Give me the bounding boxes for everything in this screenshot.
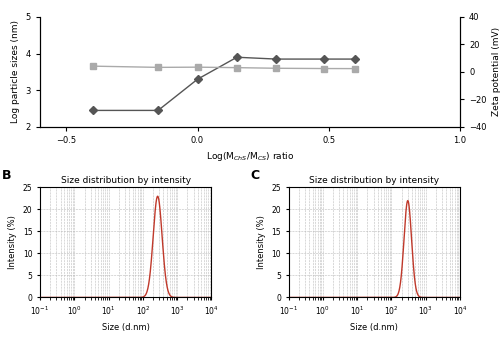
Y-axis label: Log particle sizes (nm): Log particle sizes (nm) (11, 20, 20, 123)
Text: B: B (2, 169, 12, 182)
X-axis label: Size (d.nm): Size (d.nm) (350, 323, 398, 332)
X-axis label: Log(M$_{ChS}$/M$_{CS}$) ratio: Log(M$_{ChS}$/M$_{CS}$) ratio (206, 150, 294, 164)
Y-axis label: Intensity (%): Intensity (%) (8, 216, 17, 269)
Y-axis label: Intensity (%): Intensity (%) (257, 216, 266, 269)
Title: Size distribution by intensity: Size distribution by intensity (309, 176, 440, 185)
Legend: Record 73: 0824-11 1: Record 73: 0824-11 1 (73, 336, 178, 338)
Y-axis label: Zeta potential (mV): Zeta potential (mV) (492, 27, 500, 117)
X-axis label: Size (d.nm): Size (d.nm) (102, 323, 150, 332)
Legend: Record 75: 0824-11 3: Record 75: 0824-11 3 (322, 336, 427, 338)
Title: Size distribution by intensity: Size distribution by intensity (60, 176, 191, 185)
Text: C: C (251, 169, 260, 182)
